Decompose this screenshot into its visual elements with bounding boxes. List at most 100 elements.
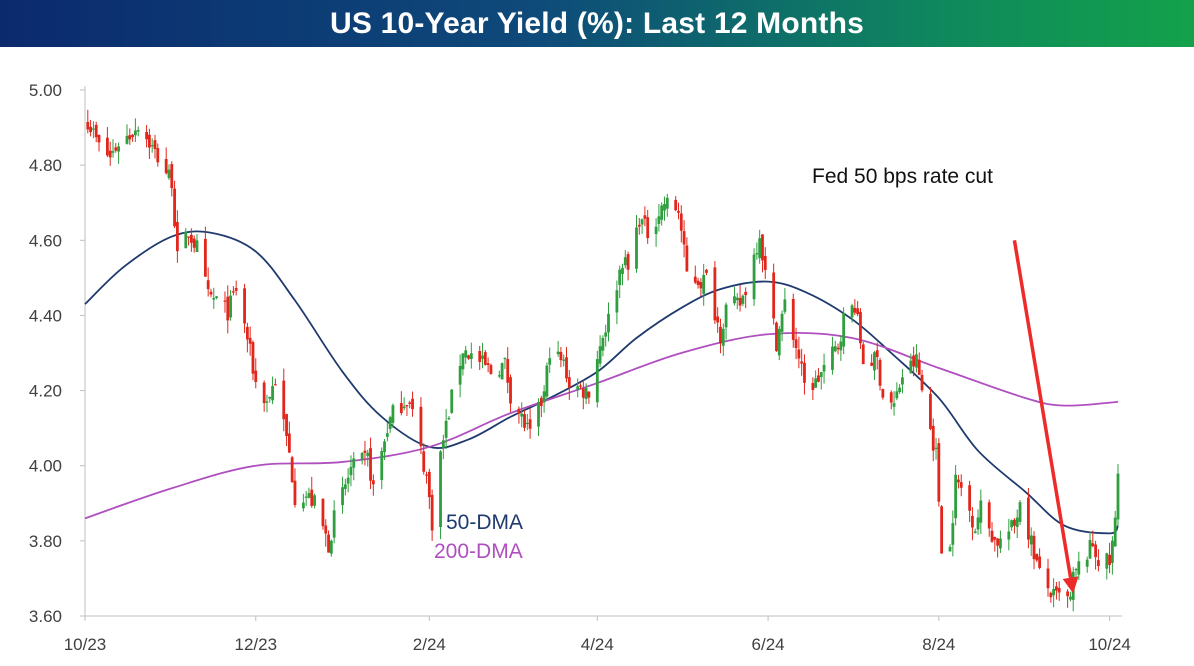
candle-body <box>699 282 703 289</box>
candle-body <box>332 510 336 538</box>
candle-body <box>892 403 896 407</box>
candle-body <box>618 269 622 285</box>
candle-body <box>1018 502 1022 522</box>
candle-body <box>663 203 666 211</box>
candle-body <box>458 365 462 385</box>
candle-body <box>360 453 364 461</box>
candle-body <box>1010 520 1014 528</box>
candle-body <box>1032 535 1036 560</box>
candle-body <box>324 525 328 534</box>
candle-body <box>133 130 137 136</box>
candle-body <box>990 530 994 542</box>
chart-title: US 10-Year Yield (%): Last 12 Months <box>329 6 865 40</box>
candle-body <box>679 213 683 231</box>
candle-body <box>713 267 717 321</box>
candle-body <box>643 215 647 219</box>
x-tick-label: 6/24 <box>752 635 785 654</box>
candle-body <box>405 405 409 407</box>
candle-body <box>822 364 826 372</box>
candle-body <box>234 288 238 291</box>
candle-body <box>290 457 294 482</box>
candle-body <box>352 458 356 468</box>
candle-body <box>693 276 697 283</box>
candle-body <box>313 495 316 506</box>
candle-body <box>481 355 484 359</box>
candle-body <box>500 363 504 380</box>
candle-body <box>147 134 151 148</box>
candle-body <box>212 297 216 300</box>
candle-body <box>282 380 286 420</box>
candle-body <box>385 433 389 437</box>
candle-body <box>562 359 566 361</box>
candle-body <box>979 500 983 523</box>
candle-body <box>287 433 291 453</box>
candle-body <box>959 482 963 488</box>
candle-body <box>744 291 748 296</box>
candle-body <box>654 226 658 234</box>
candle-body <box>971 515 974 528</box>
y-tick-label: 4.60 <box>29 231 62 250</box>
candle-body <box>1074 569 1078 571</box>
candle-body <box>738 298 742 306</box>
candle-body <box>461 353 465 370</box>
candle-body <box>341 487 344 506</box>
candle-body <box>441 440 445 448</box>
candle-body <box>537 402 540 427</box>
candle-body <box>343 484 347 489</box>
candle-body <box>1013 519 1016 526</box>
candle-body <box>506 359 510 383</box>
candle-body <box>262 382 266 404</box>
moving-average-layer <box>84 230 1119 535</box>
candle-body <box>450 389 454 413</box>
candle-body <box>735 297 739 301</box>
y-tick-label: 4.00 <box>29 457 62 476</box>
annotation-fed-cut: Fed 50 bps rate cut <box>812 165 993 188</box>
candle-body <box>1111 540 1114 563</box>
candle-body <box>817 375 820 382</box>
candle-body <box>273 384 277 386</box>
candle-body <box>912 355 916 367</box>
candle-body <box>755 253 759 255</box>
candle-body <box>1027 497 1030 540</box>
candle-body <box>702 274 706 294</box>
candle-body <box>520 413 524 417</box>
candle-body <box>114 147 118 151</box>
candle-body <box>229 295 232 318</box>
candle-body <box>775 322 778 352</box>
candle-body <box>366 452 370 457</box>
y-tick-label: 3.80 <box>29 532 62 551</box>
candle-body <box>1085 559 1089 567</box>
candle-body <box>478 350 482 362</box>
candlestick-layer <box>86 109 1120 612</box>
candle-body <box>850 305 854 318</box>
candle-body <box>248 337 252 344</box>
candle-body <box>878 359 882 386</box>
y-tick-label: 3.60 <box>29 607 62 626</box>
candle-body <box>425 474 428 476</box>
candle-body <box>206 280 210 290</box>
candle-body <box>937 443 941 502</box>
candle-body <box>657 216 661 224</box>
candle-body <box>117 146 120 152</box>
candle-body <box>940 506 944 554</box>
candle-body <box>842 313 846 347</box>
candle-body <box>831 346 834 370</box>
candle-body <box>293 480 297 505</box>
candle-body <box>94 124 98 138</box>
candle-body <box>509 377 512 404</box>
candle-body <box>819 372 823 378</box>
candle-body <box>1066 591 1070 597</box>
candle-body <box>1007 531 1011 540</box>
candle-body <box>976 517 980 530</box>
candle-body <box>565 357 568 379</box>
candle-body <box>934 447 938 449</box>
x-tick-label: 10/23 <box>64 635 107 654</box>
candle-body <box>251 342 255 374</box>
candle-body <box>814 378 818 388</box>
candle-body <box>1094 544 1098 558</box>
candle-body <box>349 466 353 476</box>
candle-body <box>665 197 669 209</box>
candle-body <box>388 417 392 429</box>
candle-body <box>587 391 591 398</box>
candle-body <box>895 391 899 399</box>
